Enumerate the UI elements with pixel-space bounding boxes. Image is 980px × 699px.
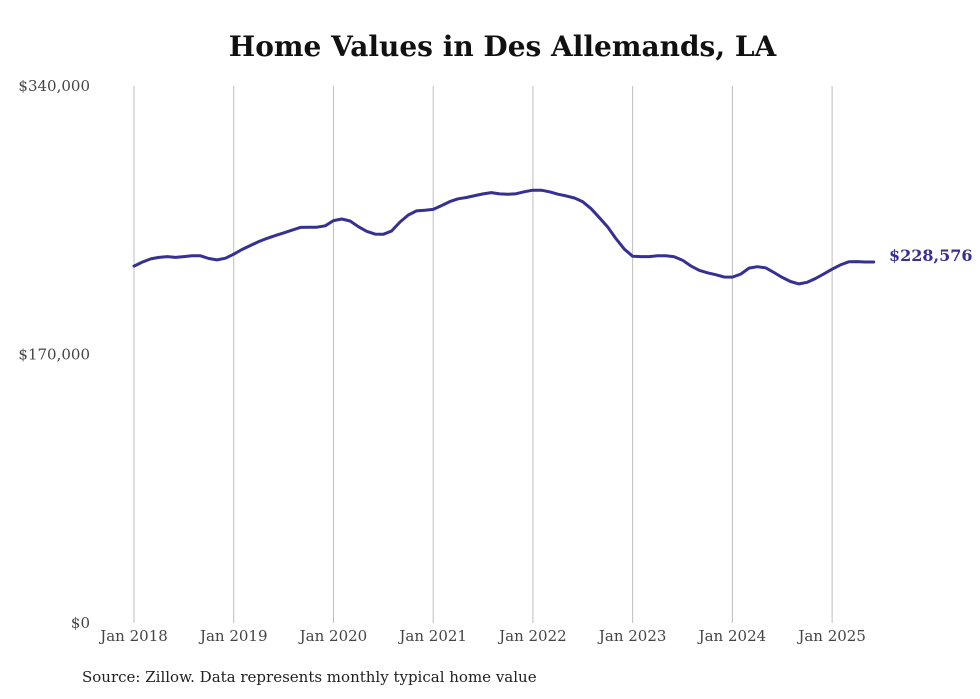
chart-title: Home Values in Des Allemands, LA (228, 30, 777, 63)
y-tick-label: $170,000 (18, 346, 90, 364)
end-value-label: $228,576 (889, 246, 973, 265)
y-axis-ticks: $0 $170,000 $340,000 (18, 77, 90, 632)
x-tick-label: Jan 2020 (298, 627, 368, 645)
x-tick-label: Jan 2022 (497, 627, 567, 645)
y-tick-label: $0 (71, 614, 90, 632)
x-tick-label: Jan 2025 (796, 627, 866, 645)
x-axis-ticks: Jan 2018 Jan 2019 Jan 2020 Jan 2021 Jan 2022… (98, 627, 866, 645)
series-line-0 (132, 188, 876, 286)
grid-lines (133, 86, 833, 623)
x-tick-label: Jan 2023 (597, 627, 667, 645)
x-tick-label: Jan 2018 (98, 627, 168, 645)
x-tick-label: Jan 2019 (198, 627, 268, 645)
x-tick-label: Jan 2024 (697, 627, 767, 645)
series-layer: $228,576 (132, 188, 973, 286)
source-note: Source: Zillow. Data represents monthly … (82, 668, 537, 686)
y-tick-label: $340,000 (18, 77, 90, 95)
x-tick-label: Jan 2021 (397, 627, 467, 645)
